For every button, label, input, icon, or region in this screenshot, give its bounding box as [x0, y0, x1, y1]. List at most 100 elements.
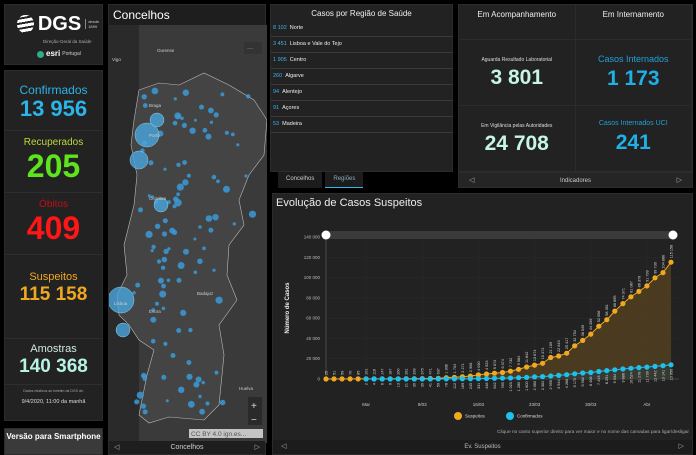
- case-bubble[interactable]: [188, 327, 193, 333]
- case-bubble[interactable]: [169, 227, 176, 234]
- point-confirmados[interactable]: [548, 373, 554, 379]
- case-bubble[interactable]: [176, 114, 180, 119]
- case-bubble[interactable]: [215, 296, 223, 304]
- case-bubble[interactable]: [142, 103, 148, 108]
- case-bubble[interactable]: [213, 112, 219, 118]
- case-bubble[interactable]: [154, 223, 161, 229]
- point-confirmados[interactable]: [516, 375, 522, 381]
- case-bubble-large[interactable]: [115, 322, 131, 338]
- region-row[interactable]: 260 Algarve: [271, 69, 452, 85]
- more-icon[interactable]: ···: [247, 46, 253, 52]
- case-bubble[interactable]: [161, 256, 168, 263]
- point-suspeitos[interactable]: [331, 376, 337, 382]
- case-bubble[interactable]: [163, 248, 169, 255]
- region-row[interactable]: 94 Alentejo: [271, 85, 452, 101]
- point-confirmados[interactable]: [403, 376, 409, 382]
- case-bubble[interactable]: [159, 290, 167, 298]
- zoom-out-button[interactable]: −: [251, 415, 257, 426]
- case-bubble[interactable]: [182, 89, 189, 96]
- case-bubble[interactable]: [230, 132, 235, 137]
- case-bubble[interactable]: [134, 399, 140, 405]
- case-bubble[interactable]: [216, 179, 220, 184]
- case-bubble[interactable]: [209, 120, 214, 125]
- point-suspeitos[interactable]: [491, 370, 498, 376]
- point-confirmados[interactable]: [660, 363, 666, 369]
- case-bubble[interactable]: [186, 173, 191, 178]
- point-confirmados[interactable]: [628, 365, 634, 371]
- point-confirmados[interactable]: [411, 376, 417, 382]
- point-confirmados[interactable]: [499, 375, 506, 381]
- point-suspeitos[interactable]: [668, 259, 674, 265]
- point-confirmados[interactable]: [371, 376, 377, 382]
- case-bubble[interactable]: [182, 179, 189, 186]
- case-bubble[interactable]: [162, 218, 168, 224]
- case-bubble[interactable]: [181, 122, 187, 128]
- case-bubble[interactable]: [165, 399, 169, 403]
- point-suspeitos[interactable]: [499, 369, 506, 376]
- point-suspeitos[interactable]: [483, 371, 490, 377]
- point-confirmados[interactable]: [596, 368, 602, 375]
- point-confirmados[interactable]: [475, 376, 481, 382]
- point-confirmados[interactable]: [427, 376, 433, 382]
- case-bubble[interactable]: [156, 259, 162, 264]
- case-bubble[interactable]: [177, 262, 185, 269]
- case-bubble[interactable]: [223, 185, 230, 193]
- point-confirmados[interactable]: [419, 376, 425, 382]
- case-bubble[interactable]: [166, 278, 171, 283]
- legend-confirmados-icon[interactable]: [506, 412, 514, 420]
- point-suspeitos[interactable]: [524, 364, 530, 370]
- case-bubble[interactable]: [176, 192, 180, 197]
- case-bubble[interactable]: [199, 104, 204, 110]
- point-suspeitos[interactable]: [588, 331, 594, 337]
- case-bubble[interactable]: [205, 215, 213, 222]
- case-bubble[interactable]: [198, 225, 202, 229]
- point-suspeitos[interactable]: [540, 360, 546, 366]
- smartphone-version-button[interactable]: Versão para Smartphone: [4, 428, 103, 455]
- point-suspeitos[interactable]: [620, 301, 626, 307]
- point-confirmados[interactable]: [387, 376, 393, 382]
- point-suspeitos[interactable]: [339, 376, 345, 382]
- suspects-chart[interactable]: 0 20 000 40 000 60 000 80 000 100 000 120 000 1…: [273, 194, 694, 426]
- next-arrow-icon[interactable]: ▷: [676, 177, 682, 184]
- point-suspeitos[interactable]: [572, 343, 578, 349]
- point-confirmados[interactable]: [588, 369, 594, 376]
- case-bubble[interactable]: [202, 246, 206, 251]
- case-bubble[interactable]: [193, 118, 197, 122]
- point-confirmados[interactable]: [451, 376, 457, 382]
- case-bubble[interactable]: [183, 248, 189, 255]
- case-bubble[interactable]: [236, 143, 240, 147]
- case-bubble[interactable]: [193, 270, 198, 275]
- case-bubble[interactable]: [211, 174, 217, 180]
- case-bubble[interactable]: [220, 92, 225, 97]
- case-bubble[interactable]: [224, 130, 229, 135]
- case-bubble[interactable]: [219, 399, 226, 406]
- case-bubble[interactable]: [151, 244, 156, 250]
- point-confirmados[interactable]: [435, 376, 441, 382]
- point-confirmados[interactable]: [668, 362, 674, 368]
- case-bubble[interactable]: [161, 374, 167, 380]
- case-bubble-large[interactable]: [153, 197, 169, 213]
- case-bubble[interactable]: [173, 97, 177, 101]
- point-suspeitos[interactable]: [355, 376, 361, 382]
- point-confirmados[interactable]: [524, 374, 530, 380]
- point-suspeitos[interactable]: [636, 288, 642, 294]
- legend-label[interactable]: Suspeitos: [465, 414, 486, 419]
- prev-arrow-icon[interactable]: ◁: [469, 177, 475, 184]
- case-bubble[interactable]: [180, 116, 184, 121]
- point-suspeitos[interactable]: [548, 354, 554, 361]
- case-bubble[interactable]: [202, 127, 208, 133]
- point-confirmados[interactable]: [467, 376, 473, 382]
- case-bubble[interactable]: [174, 199, 182, 207]
- case-bubble-large[interactable]: [134, 122, 160, 148]
- tab-concelhos[interactable]: Concelhos: [278, 172, 323, 188]
- case-bubble[interactable]: [135, 282, 141, 288]
- point-suspeitos[interactable]: [564, 350, 570, 356]
- point-confirmados[interactable]: [652, 363, 658, 369]
- case-bubble[interactable]: [138, 207, 143, 213]
- point-suspeitos[interactable]: [604, 317, 610, 323]
- region-row[interactable]: 91 Açores: [271, 101, 452, 117]
- tab-regioes[interactable]: Regiões: [325, 172, 364, 188]
- point-confirmados[interactable]: [612, 367, 618, 373]
- point-confirmados[interactable]: [379, 376, 385, 382]
- case-bubble[interactable]: [136, 391, 144, 399]
